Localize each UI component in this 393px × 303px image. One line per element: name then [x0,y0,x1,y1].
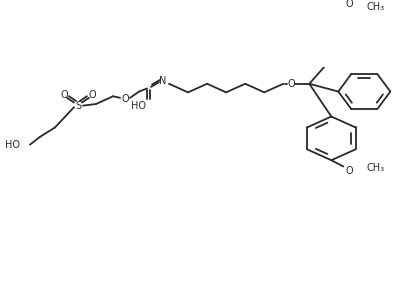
Text: O: O [288,79,295,89]
Text: O: O [60,90,68,100]
Text: HO: HO [132,101,147,111]
Text: CH₃: CH₃ [366,163,384,173]
Text: O: O [345,166,353,176]
Text: N: N [159,76,167,86]
Text: O: O [121,94,129,104]
Text: S: S [75,101,81,111]
Text: O: O [88,90,96,100]
Text: O: O [345,0,353,9]
Text: HO: HO [5,140,20,150]
Text: CH₃: CH₃ [366,2,384,12]
